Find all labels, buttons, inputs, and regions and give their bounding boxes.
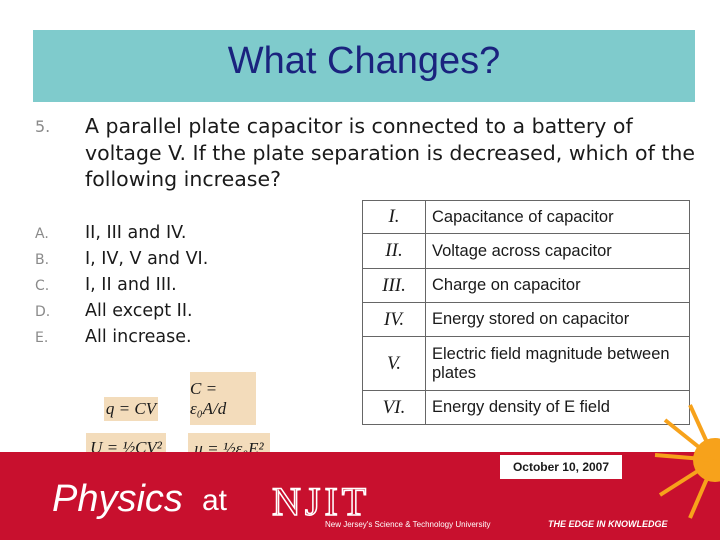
roman-numeral: III.	[362, 268, 426, 303]
option-letter: B.	[35, 252, 50, 268]
option-letter: D.	[35, 304, 51, 320]
statement: Energy stored on capacitor	[425, 302, 690, 337]
roman-numeral: V.	[362, 336, 426, 391]
statement-table: I. Capacitance of capacitor II. Voltage acr…	[362, 200, 690, 425]
table-row: V. Electric field magnitude between plate…	[362, 336, 690, 391]
option-text: I, IV, V and VI.	[85, 249, 209, 269]
statement: Charge on capacitor	[425, 268, 690, 303]
question-number: 5.	[35, 117, 51, 136]
option-text: All increase.	[85, 327, 192, 347]
table-row: IV. Energy stored on capacitor	[362, 302, 690, 337]
tagline: New Jersey's Science & Technology Univer…	[325, 520, 491, 529]
roman-numeral: IV.	[362, 302, 426, 337]
roman-numeral: II.	[362, 233, 426, 269]
statement: Electric field magnitude between plates	[425, 336, 690, 391]
roman-numeral: VI.	[362, 390, 426, 425]
table-row: VI. Energy density of E field	[362, 390, 690, 425]
slogan: THE EDGE IN KNOWLEDGE	[548, 519, 668, 529]
statement: Voltage across capacitor	[425, 233, 690, 269]
formula: C = ε₀A/d	[190, 372, 256, 425]
option-letter: E.	[35, 330, 49, 346]
roman-numeral: I.	[362, 200, 426, 234]
option-text: All except II.	[85, 301, 193, 321]
date: October 10, 2007	[500, 455, 622, 479]
option-text: I, II and III.	[85, 275, 177, 295]
option-letter: C.	[35, 278, 50, 294]
question-text: A parallel plate capacitor is connected …	[85, 114, 695, 191]
logo-njit: NJIT	[271, 478, 371, 525]
option-letter: A.	[35, 226, 49, 242]
option-text: II, III and IV.	[85, 223, 187, 243]
table-row: III. Charge on capacitor	[362, 268, 690, 303]
table-row: I. Capacitance of capacitor	[362, 200, 690, 234]
sun-logo	[654, 404, 720, 519]
statement: Energy density of E field	[425, 390, 690, 425]
statement: Capacitance of capacitor	[425, 200, 690, 234]
table-row: II. Voltage across capacitor	[362, 233, 690, 269]
title-bar	[33, 30, 695, 102]
logo-physics: Physics	[52, 478, 183, 520]
logo-at: at	[202, 484, 228, 517]
formula: q = CV	[104, 397, 158, 421]
title: What Changes?	[227, 40, 501, 82]
